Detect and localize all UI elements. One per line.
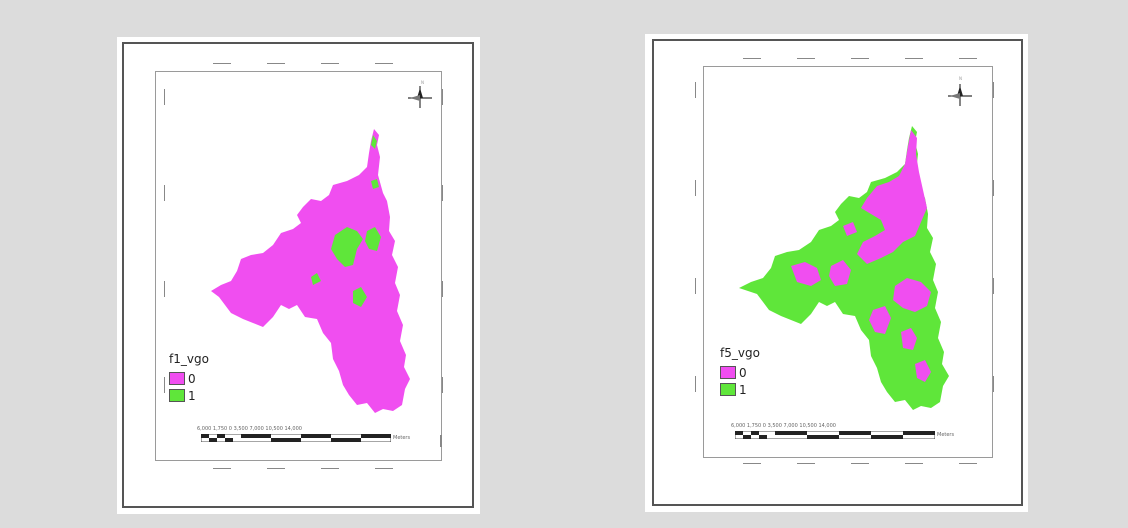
grid-tick: [695, 278, 696, 294]
legend-swatch-0: [720, 366, 736, 379]
legend-item: 1: [169, 387, 209, 404]
legend-label: 0: [188, 371, 196, 386]
grid-tick: [164, 89, 165, 105]
grid-tick: [213, 468, 231, 469]
map-legend: f5_vgo 0 1: [720, 346, 760, 398]
scale-bar-labels: 6,000 1,750 0 3,500 7,000 10,500 14,000: [731, 423, 836, 429]
grid-tick: [695, 82, 696, 98]
legend-item: 1: [720, 381, 760, 398]
territory-class-0: [915, 360, 931, 382]
grid-tick: [993, 82, 994, 98]
scale-bar: [201, 434, 391, 442]
grid-tick: [959, 463, 977, 464]
scale-unit: Meters: [937, 432, 955, 438]
north-arrow-icon: [408, 86, 432, 108]
territory-class-0: [829, 260, 851, 286]
north-label: N: [421, 80, 424, 85]
grid-tick: [164, 281, 165, 297]
territory-class-0: [901, 328, 917, 350]
grid-tick: [695, 376, 696, 392]
territory-class-0: [791, 262, 821, 286]
legend-label: 0: [739, 365, 747, 380]
territory-class-1: [331, 227, 363, 267]
territory-class-1: [353, 287, 367, 307]
north-label: N: [959, 76, 962, 81]
grid-tick: [164, 185, 165, 201]
grid-tick: [267, 63, 285, 64]
grid-tick: [993, 180, 994, 196]
territory-class-0: [857, 130, 927, 264]
grid-tick: [797, 463, 815, 464]
grid-tick: [959, 58, 977, 59]
map-layout-2: N f5_vgo 0 1 6,000 1,750 0 3,500 7,000 1…: [645, 34, 1028, 512]
grid-tick: [905, 58, 923, 59]
legend-label: 1: [739, 382, 747, 397]
scale-bar-labels: 6,000 1,750 0 3,500 7,000 10,500 14,000: [197, 426, 302, 432]
grid-tick: [851, 463, 869, 464]
territory-class-1: [371, 179, 379, 189]
grid-tick: [440, 435, 442, 447]
territory-class-0: [869, 306, 891, 334]
grid-tick: [797, 58, 815, 59]
grid-tick: [993, 278, 994, 294]
grid-tick: [442, 281, 443, 297]
grid-tick: [321, 63, 339, 64]
grid-tick: [164, 377, 165, 393]
grid-tick: [442, 89, 443, 105]
legend-label: 1: [188, 388, 196, 403]
map-legend: f1_vgo 0 1: [169, 352, 209, 404]
grid-tick: [743, 58, 761, 59]
layout-border: [122, 42, 474, 508]
grid-tick: [743, 463, 761, 464]
grid-tick: [267, 468, 285, 469]
scale-unit: Meters: [393, 435, 411, 441]
grid-tick: [442, 377, 443, 393]
legend-swatch-1: [720, 383, 736, 396]
grid-tick: [375, 63, 393, 64]
territory-class-1: [311, 273, 321, 285]
grid-tick: [442, 185, 443, 201]
grid-tick: [321, 468, 339, 469]
legend-title: f5_vgo: [720, 346, 760, 360]
legend-title: f1_vgo: [169, 352, 209, 366]
grid-tick: [375, 468, 393, 469]
grid-tick: [851, 58, 869, 59]
legend-item: 0: [720, 364, 760, 381]
territory-class-0: [893, 278, 931, 312]
layout-border: [652, 39, 1023, 506]
territory-class-0: [843, 222, 857, 236]
north-arrow-icon: [948, 84, 972, 106]
territory-class-0: [211, 129, 410, 413]
grid-tick: [695, 180, 696, 196]
legend-swatch-1: [169, 389, 185, 402]
grid-tick: [213, 63, 231, 64]
territory-class-1: [365, 227, 381, 251]
classified-territory-map: [211, 129, 410, 413]
map-layout-1: N f1_vgo 0 1 6,000 1,750 0 3,500 7,000 1…: [117, 37, 480, 514]
legend-item: 0: [169, 370, 209, 387]
territory-class-1: [371, 135, 377, 149]
legend-swatch-0: [169, 372, 185, 385]
grid-tick: [905, 463, 923, 464]
classified-territory-map: [739, 126, 949, 410]
grid-tick: [993, 376, 994, 392]
scale-bar: [735, 431, 935, 439]
